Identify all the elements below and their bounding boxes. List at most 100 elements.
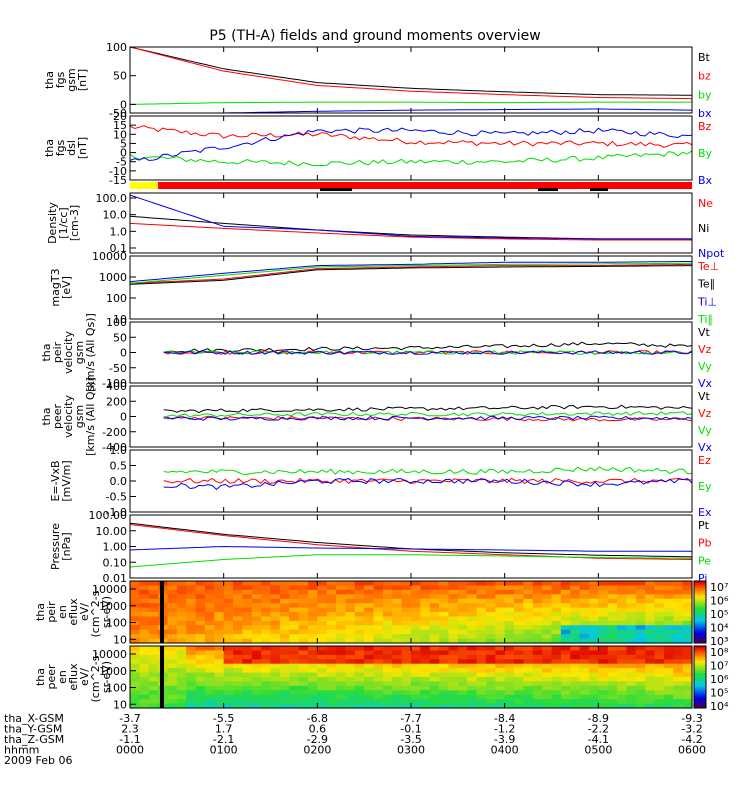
spectrogram-cell — [598, 589, 609, 595]
spectrogram-cell — [382, 634, 393, 640]
spectrogram-cell — [307, 654, 318, 660]
spectrogram-cell — [504, 654, 515, 660]
spectrogram-cell — [261, 650, 272, 656]
spectrogram-cell — [617, 650, 628, 656]
spectrogram-cell — [532, 634, 543, 640]
spectrogram-cell — [326, 625, 337, 631]
panel-peer_spectrogram: 10⁸10⁷10⁶10⁵10⁴10000100010010thapeerenef… — [34, 645, 729, 713]
spectrogram-cell — [279, 694, 290, 700]
spectrogram-cell — [532, 685, 543, 691]
spectrogram-cell — [382, 654, 393, 660]
spectrogram-cell — [401, 607, 412, 613]
spectrogram-cell — [607, 638, 618, 644]
series-By — [129, 150, 693, 167]
footer-label: tha_Z-GSM — [4, 733, 64, 746]
spectrogram-cell — [588, 616, 599, 622]
y-tick-label: 10000 — [92, 648, 127, 661]
spectrogram-cell — [420, 659, 431, 665]
spectrogram-cell — [579, 685, 590, 691]
spectrogram-cell — [307, 585, 318, 591]
spectrogram-cell — [345, 603, 356, 609]
spectrogram-cell — [598, 668, 609, 674]
spectrogram-cell — [617, 638, 628, 644]
spectrogram-cell — [251, 681, 262, 687]
footer-value: -3.7 — [119, 712, 140, 725]
spectrogram-cell — [682, 616, 693, 622]
spectrogram-cell — [401, 638, 412, 644]
spectrogram-cell — [336, 612, 347, 618]
spectrogram-cell — [270, 616, 281, 622]
spectrogram-cell — [354, 638, 365, 644]
spectrogram-cell — [307, 634, 318, 640]
spectrogram-cell — [439, 646, 450, 652]
spectrogram-cell — [148, 638, 159, 644]
spectrogram-cell — [495, 668, 506, 674]
spectrogram-cell — [439, 681, 450, 687]
y-tick-label: 0 — [120, 411, 127, 424]
spectrogram-cell — [307, 703, 318, 709]
status-bar-mark — [320, 188, 352, 191]
spectrogram-cell — [279, 620, 290, 626]
spectrogram-cell — [354, 672, 365, 678]
spectrogram-cell — [439, 612, 450, 618]
spectrogram-cell — [617, 585, 628, 591]
spectrogram-cell — [373, 598, 384, 604]
spectrogram-cell — [148, 703, 159, 709]
colorbar-segment — [694, 636, 706, 640]
spectrogram-cell — [532, 677, 543, 683]
spectrogram-cell — [626, 603, 637, 609]
spectrogram-cell — [448, 629, 459, 635]
spectrogram-cell — [204, 685, 215, 691]
spectrogram-cell — [682, 677, 693, 683]
spectrogram-cell — [289, 690, 300, 696]
spectrogram-cell — [514, 581, 524, 587]
spectrogram-cell — [617, 589, 628, 595]
spectrogram-cell — [626, 620, 637, 626]
spectrogram-cell — [186, 638, 197, 644]
spectrogram-cell — [504, 694, 515, 700]
spectrogram-cell — [411, 629, 421, 635]
spectrogram-cell — [673, 703, 684, 709]
y-tick-label: -15 — [109, 174, 127, 187]
spectrogram-cell — [654, 668, 665, 674]
spectrogram-cell — [439, 672, 450, 678]
spectrogram-cell — [514, 677, 524, 683]
spectrogram-cell — [364, 672, 375, 678]
spectrogram-cell — [167, 607, 178, 613]
spectrogram-cell — [298, 589, 309, 595]
y-tick-label: 10000 — [92, 583, 127, 596]
spectrogram-cell — [214, 638, 225, 644]
spectrogram-cell — [364, 598, 375, 604]
spectrogram-cell — [354, 620, 365, 626]
spectrogram-cell — [457, 612, 468, 618]
spectrogram-cell — [467, 638, 478, 644]
spectrogram-cell — [336, 616, 347, 622]
spectrogram-cell — [223, 690, 234, 696]
spectrogram-cell — [523, 616, 534, 622]
spectrogram-cell — [373, 663, 384, 669]
spectrogram-cell — [130, 625, 140, 631]
spectrogram-cell — [607, 677, 618, 683]
spectrogram-cell — [532, 690, 543, 696]
spectrogram-cell — [411, 620, 421, 626]
spectrogram-cell — [682, 699, 693, 705]
spectrogram-cell — [588, 650, 599, 656]
spectrogram-cell — [626, 629, 637, 635]
spectrogram-cell — [317, 672, 328, 678]
spectrogram-cell — [251, 598, 262, 604]
spectrogram-cell — [467, 581, 478, 587]
spectrogram-cell — [476, 638, 487, 644]
spectrogram-cell — [392, 598, 403, 604]
spectrogram-cell — [223, 581, 234, 587]
colorbar-segment — [694, 685, 706, 688]
spectrogram-cell — [401, 634, 412, 640]
spectrogram-cell — [560, 585, 571, 591]
y-tick-label: 10 — [113, 633, 127, 646]
spectrogram-cell — [204, 616, 215, 622]
spectrogram-cell — [457, 677, 468, 683]
colorbar-segment — [694, 662, 706, 666]
spectrogram-cell — [317, 634, 328, 640]
spectrogram-cell — [336, 607, 347, 613]
spectrogram-cell — [354, 581, 365, 587]
spectrogram-cell — [186, 703, 197, 709]
